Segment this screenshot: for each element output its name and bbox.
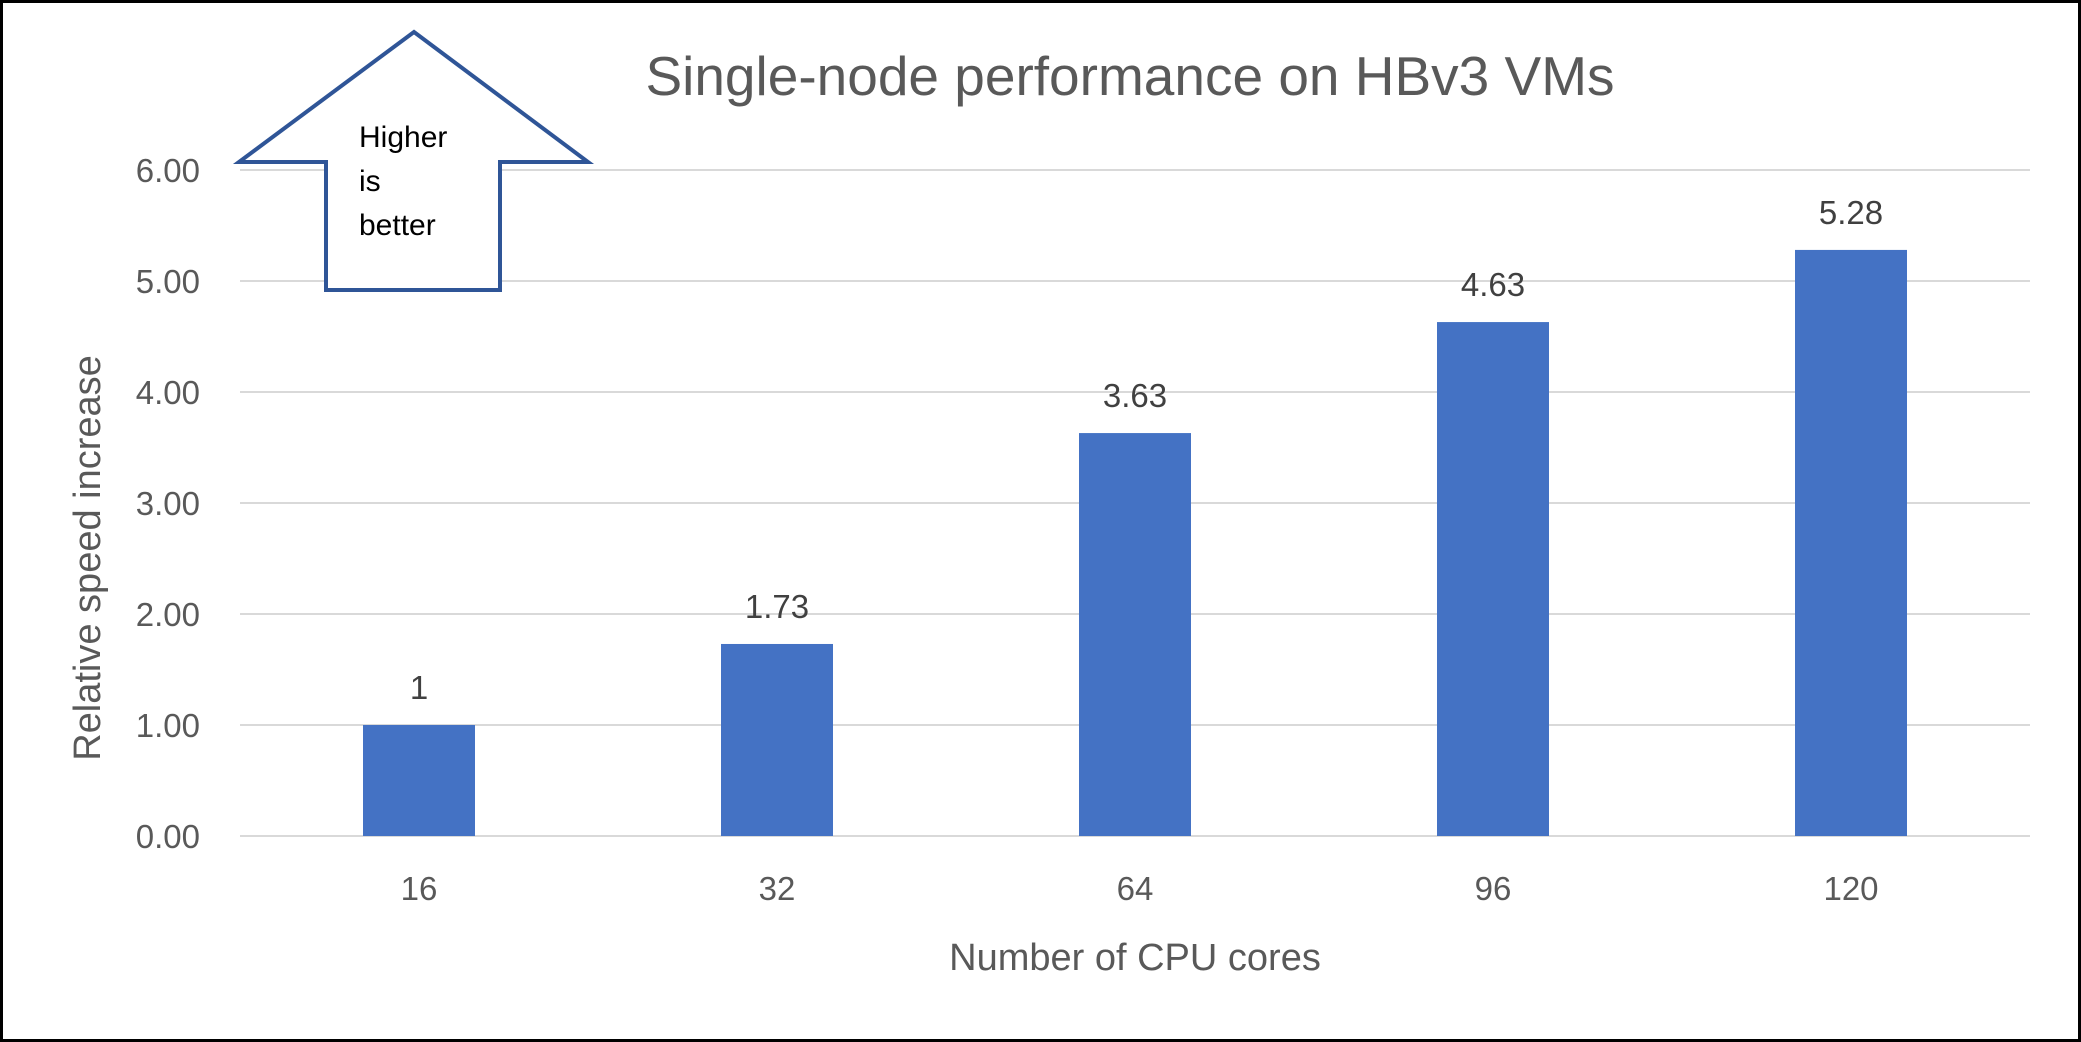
bar xyxy=(1795,249,1907,837)
bar xyxy=(1079,433,1191,836)
x-tick-label: 16 xyxy=(401,870,438,907)
y-tick-label: 6.00 xyxy=(136,152,200,189)
x-tick-label: 32 xyxy=(759,870,796,907)
x-tick-label: 120 xyxy=(1823,870,1878,907)
bar-data-label: 1.73 xyxy=(745,588,809,625)
bar-data-label: 3.63 xyxy=(1103,377,1167,414)
x-axis-title: Number of CPU cores xyxy=(949,937,1321,979)
y-tick-label: 3.00 xyxy=(136,485,200,522)
x-tick-label: 96 xyxy=(1475,870,1512,907)
y-axis-title: Relative speed increase xyxy=(67,355,109,761)
bars xyxy=(363,249,1907,837)
y-tick-label: 4.00 xyxy=(136,374,200,411)
callout-line-2: is xyxy=(359,165,381,198)
y-tick-label: 1.00 xyxy=(136,707,200,744)
x-tick-label: 64 xyxy=(1117,870,1154,907)
up-arrow-shape xyxy=(232,29,595,292)
bar-data-label: 1 xyxy=(410,669,428,706)
y-tick-label: 5.00 xyxy=(136,263,200,300)
chart-title: Single-node performance on HBv3 VMs xyxy=(645,45,1614,107)
bar xyxy=(363,725,475,836)
bar-data-label: 4.63 xyxy=(1461,266,1525,303)
x-axis-ticks: 16 32 64 96 120 xyxy=(401,870,1879,907)
callout-line-1: Higher xyxy=(359,121,447,154)
y-tick-label: 2.00 xyxy=(136,596,200,633)
y-tick-label: 0.00 xyxy=(136,818,200,855)
bar-data-label: 5.28 xyxy=(1819,194,1883,231)
higher-is-better-callout: Higher is better xyxy=(232,29,595,292)
data-labels: 1 1.73 3.63 4.63 5.28 xyxy=(410,194,1883,706)
bar xyxy=(721,643,833,836)
callout-line-3: better xyxy=(359,209,436,242)
bar xyxy=(1437,322,1549,836)
y-axis-ticks: 0.00 1.00 2.00 3.00 4.00 5.00 6.00 xyxy=(136,152,200,855)
gridlines xyxy=(240,169,2030,837)
